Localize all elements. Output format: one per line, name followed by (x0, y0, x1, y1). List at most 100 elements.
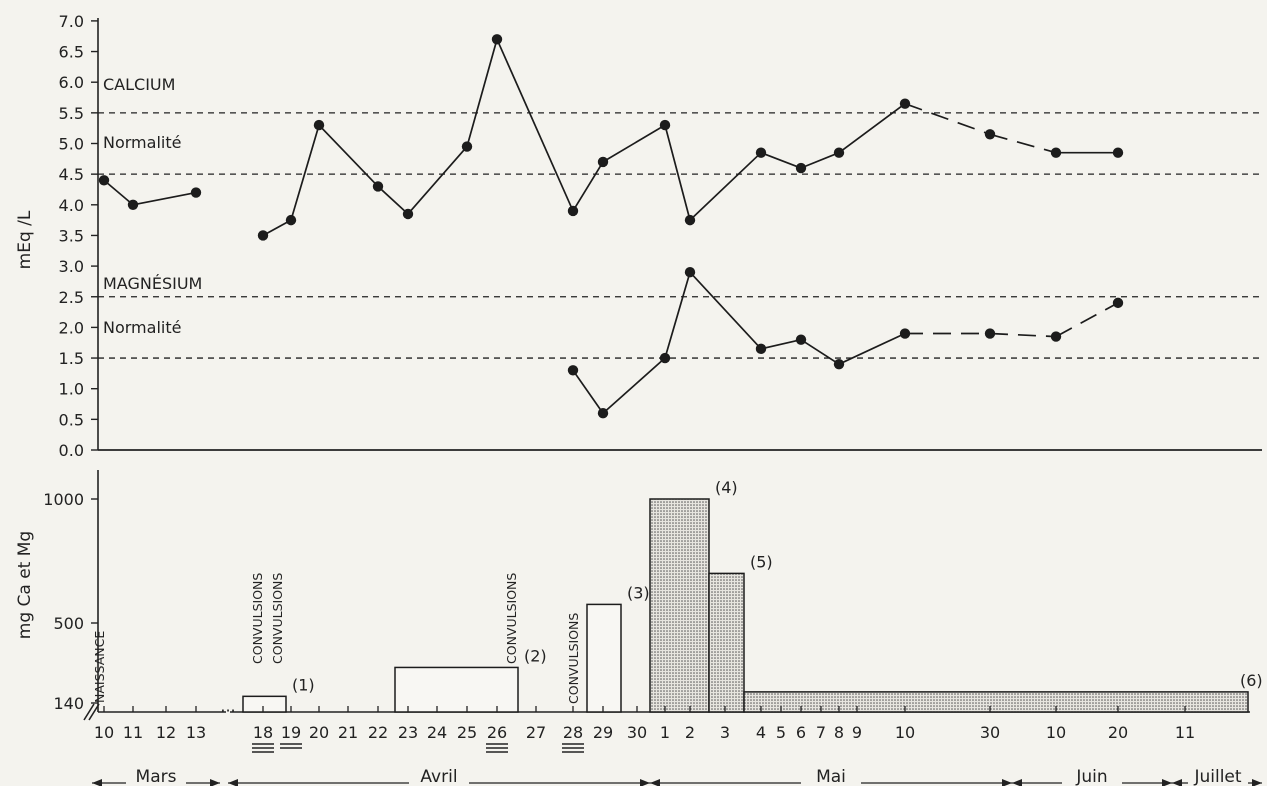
y-tick-label-top: 0.0 (59, 441, 84, 460)
data-point (372, 181, 384, 192)
series-segment (103, 179, 134, 206)
series-segment (572, 161, 604, 212)
bar-label: (1) (292, 675, 315, 694)
data-point (659, 352, 671, 364)
data-point (1050, 331, 1062, 342)
x-tick-label: 29 (593, 723, 613, 742)
arrow-right-icon (1252, 779, 1262, 786)
series-segment (262, 219, 292, 237)
x-tick-label: 23 (398, 723, 418, 742)
dose-bar (743, 691, 1249, 713)
series-segment (664, 124, 691, 221)
series-lines (98, 34, 1124, 419)
month-label: Mars (136, 767, 177, 786)
series-segment (602, 357, 666, 414)
data-point (684, 267, 696, 278)
series-segment (760, 151, 802, 169)
series-segment (760, 338, 802, 350)
bar-label: (4) (715, 478, 738, 497)
series-segment (377, 185, 409, 215)
annotation-label: CONVULSIONS (504, 573, 519, 664)
x-tick-label: 10 (895, 723, 915, 742)
arrow-right-icon (640, 779, 650, 786)
series-segment (572, 369, 604, 414)
x-tick-label: 3 (720, 723, 730, 742)
y-tick-label-top: 1.0 (59, 380, 84, 399)
annotation-label: CONVULSIONS (270, 573, 285, 664)
calcium-label: CALCIUM (103, 75, 175, 94)
dose-bar (649, 498, 710, 713)
data-point (1050, 147, 1062, 158)
y-tick-label-top: 5.0 (59, 135, 84, 154)
dose-bar (242, 695, 287, 713)
annotation-label: CONVULSIONS (250, 573, 265, 664)
x-tick-label: 19 (281, 723, 301, 742)
data-point (684, 214, 696, 226)
bars: (1) (2) (3) (4) (5) (6) (242, 478, 1263, 713)
magnesium-normal-label: Normalité (103, 318, 181, 337)
data-point (313, 119, 325, 131)
data-point (190, 187, 202, 198)
month-label-bg (801, 767, 861, 785)
series-segment (689, 152, 762, 221)
month-label: Juillet (1193, 767, 1241, 786)
x-tick-label: 11 (1175, 723, 1195, 742)
x-tick-label: 20 (1108, 723, 1128, 742)
month-label: Juin (1075, 767, 1107, 786)
series-segment (800, 151, 840, 169)
y-tick-label-top: 4.0 (59, 196, 84, 215)
x-tick-label: 7 (816, 723, 826, 742)
x-tick-label: 21 (338, 723, 358, 742)
annotation-label: CONVULSIONS (566, 613, 581, 704)
y-tick-label-top: 6.0 (59, 73, 84, 92)
x-tick-label: 24 (427, 723, 447, 742)
y-tick-label-top: 7.0 (59, 12, 84, 31)
x-tick-label: 22 (368, 723, 388, 742)
x-tick-label: 1 (660, 723, 670, 742)
x-tick-label: 11 (123, 723, 143, 742)
y-ticks-bottom: 140 500 1000 (43, 490, 98, 713)
x-tick-label: 20 (309, 723, 329, 742)
dose-bar (394, 666, 519, 713)
data-point (833, 147, 845, 158)
month-label-bg (1188, 767, 1248, 785)
y-tick-label-bottom: 500 (53, 614, 84, 633)
series-segment (496, 38, 574, 212)
bar-label: (2) (524, 646, 547, 665)
y-tick-label-top: 3.5 (59, 226, 84, 245)
arrow-left-icon (228, 779, 238, 786)
data-point (402, 208, 414, 220)
data-point (1112, 147, 1124, 158)
data-point (98, 175, 110, 186)
y-tick-label-top: 3.0 (59, 257, 84, 276)
x-tick-label: 26 (487, 723, 507, 742)
data-point (795, 162, 807, 174)
bar-label: (3) (627, 583, 650, 602)
y-tick-label-top: 6.5 (59, 43, 84, 62)
x-tick-label: 25 (457, 723, 477, 742)
y-ticks-top: 0.0 0.5 1.0 1.5 2.0 2.5 3.0 3.5 4.0 4.5 5.0 5.5 6.0 6… (59, 12, 98, 460)
month-label-bg (409, 767, 469, 785)
x-tick-label: 30 (980, 723, 1000, 742)
x-ticks: 10 11 12 13 18 19 20 21 22 23 24 25 26 27 28 29 30 1 2 3 4 5 6… (94, 706, 1195, 753)
series-segment (602, 124, 666, 163)
data-point (1112, 297, 1124, 309)
data-point (899, 98, 911, 109)
data-point (461, 141, 473, 152)
series-segment (1055, 302, 1119, 338)
data-point (285, 214, 297, 226)
reference-lines (98, 112, 1262, 359)
arrow-right-icon (1162, 779, 1172, 786)
arrow-left-icon (650, 779, 660, 786)
annotations: NAISSANCE CONVULSIONS CONVULSIONS CONVULSIO… (92, 573, 581, 704)
y-tick-label-top: 2.0 (59, 318, 84, 337)
x-tick-label: 5 (776, 723, 786, 742)
calcium-normal-label: Normalité (103, 133, 181, 152)
month-axis: Mars Avril Mai Juin Juillet (92, 767, 1262, 786)
axis-ellipsis: ··· (220, 701, 235, 720)
y-tick-label-top: 2.5 (59, 288, 84, 307)
data-point (491, 34, 503, 45)
x-tick-label: 12 (156, 723, 176, 742)
dose-bar (708, 572, 745, 713)
